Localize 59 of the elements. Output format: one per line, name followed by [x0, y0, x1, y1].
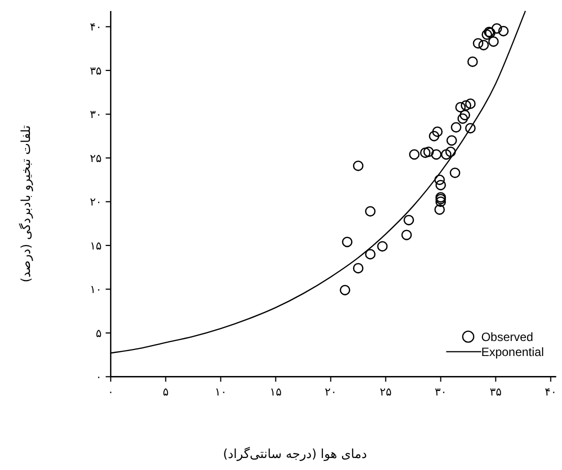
point: [365, 206, 376, 217]
x-tick-label: ۲۵: [380, 386, 392, 399]
y-tick-label: ۳۵: [90, 64, 102, 78]
point: [342, 236, 352, 248]
point: [457, 113, 468, 124]
point: [450, 168, 460, 178]
legend-label: Observed: [481, 330, 534, 344]
point: [467, 56, 478, 67]
point: [498, 26, 509, 36]
point: [377, 241, 388, 252]
point: [446, 135, 457, 146]
point: [455, 102, 466, 112]
point: [352, 262, 364, 274]
point: [440, 149, 452, 160]
point: [465, 122, 476, 134]
point: [450, 122, 462, 133]
point: [472, 38, 484, 49]
y-tick-label: ۳۰: [90, 108, 102, 122]
y-tick-label: ۴۰: [90, 20, 102, 34]
point: [460, 110, 470, 120]
point: [340, 284, 350, 296]
point: [423, 146, 434, 158]
point: [435, 196, 446, 207]
x-tick-label: ۴۰: [544, 386, 557, 399]
point: [401, 230, 412, 240]
point: [420, 147, 431, 158]
x-tick-label: ۵: [162, 386, 169, 399]
point: [445, 146, 456, 158]
y-tick-label: ۵: [96, 326, 102, 340]
point: [431, 149, 442, 160]
y-tick-label: ۰: [96, 370, 102, 384]
point: [434, 174, 445, 186]
y-tick-label: ۲۵: [90, 152, 102, 165]
x-tick-label: ۱۵: [270, 386, 282, 399]
point: [409, 149, 420, 160]
point: [482, 29, 492, 40]
point: [492, 23, 502, 34]
point: [478, 40, 489, 50]
point: [460, 100, 472, 111]
y-axis-title: تلفات تبخیرو بادبردگی (درصد): [18, 124, 34, 282]
x-axis-title: دمای هوا (درجه سانتی‌گراد): [223, 446, 367, 462]
point: [488, 36, 499, 47]
point: [352, 160, 364, 172]
point: [404, 214, 414, 226]
point: [432, 126, 443, 137]
point: [435, 180, 446, 190]
x-tick-label: ۳۵: [490, 386, 502, 399]
y-tick-label: ۱۰: [90, 283, 102, 296]
point: [465, 98, 476, 109]
y-tick-label: ۲۰: [90, 196, 102, 209]
x-tick-label: ۱۰: [214, 386, 227, 399]
point: [365, 248, 376, 260]
x-tick-label: ۰: [108, 386, 114, 399]
point: [428, 130, 440, 142]
y-tick-label: ۱۵: [90, 239, 102, 252]
point: [434, 204, 445, 215]
x-tick-label: ۲۰: [324, 386, 337, 399]
legend-label: Exponential: [481, 345, 544, 360]
x-tick-label: ۳۰: [434, 386, 447, 399]
